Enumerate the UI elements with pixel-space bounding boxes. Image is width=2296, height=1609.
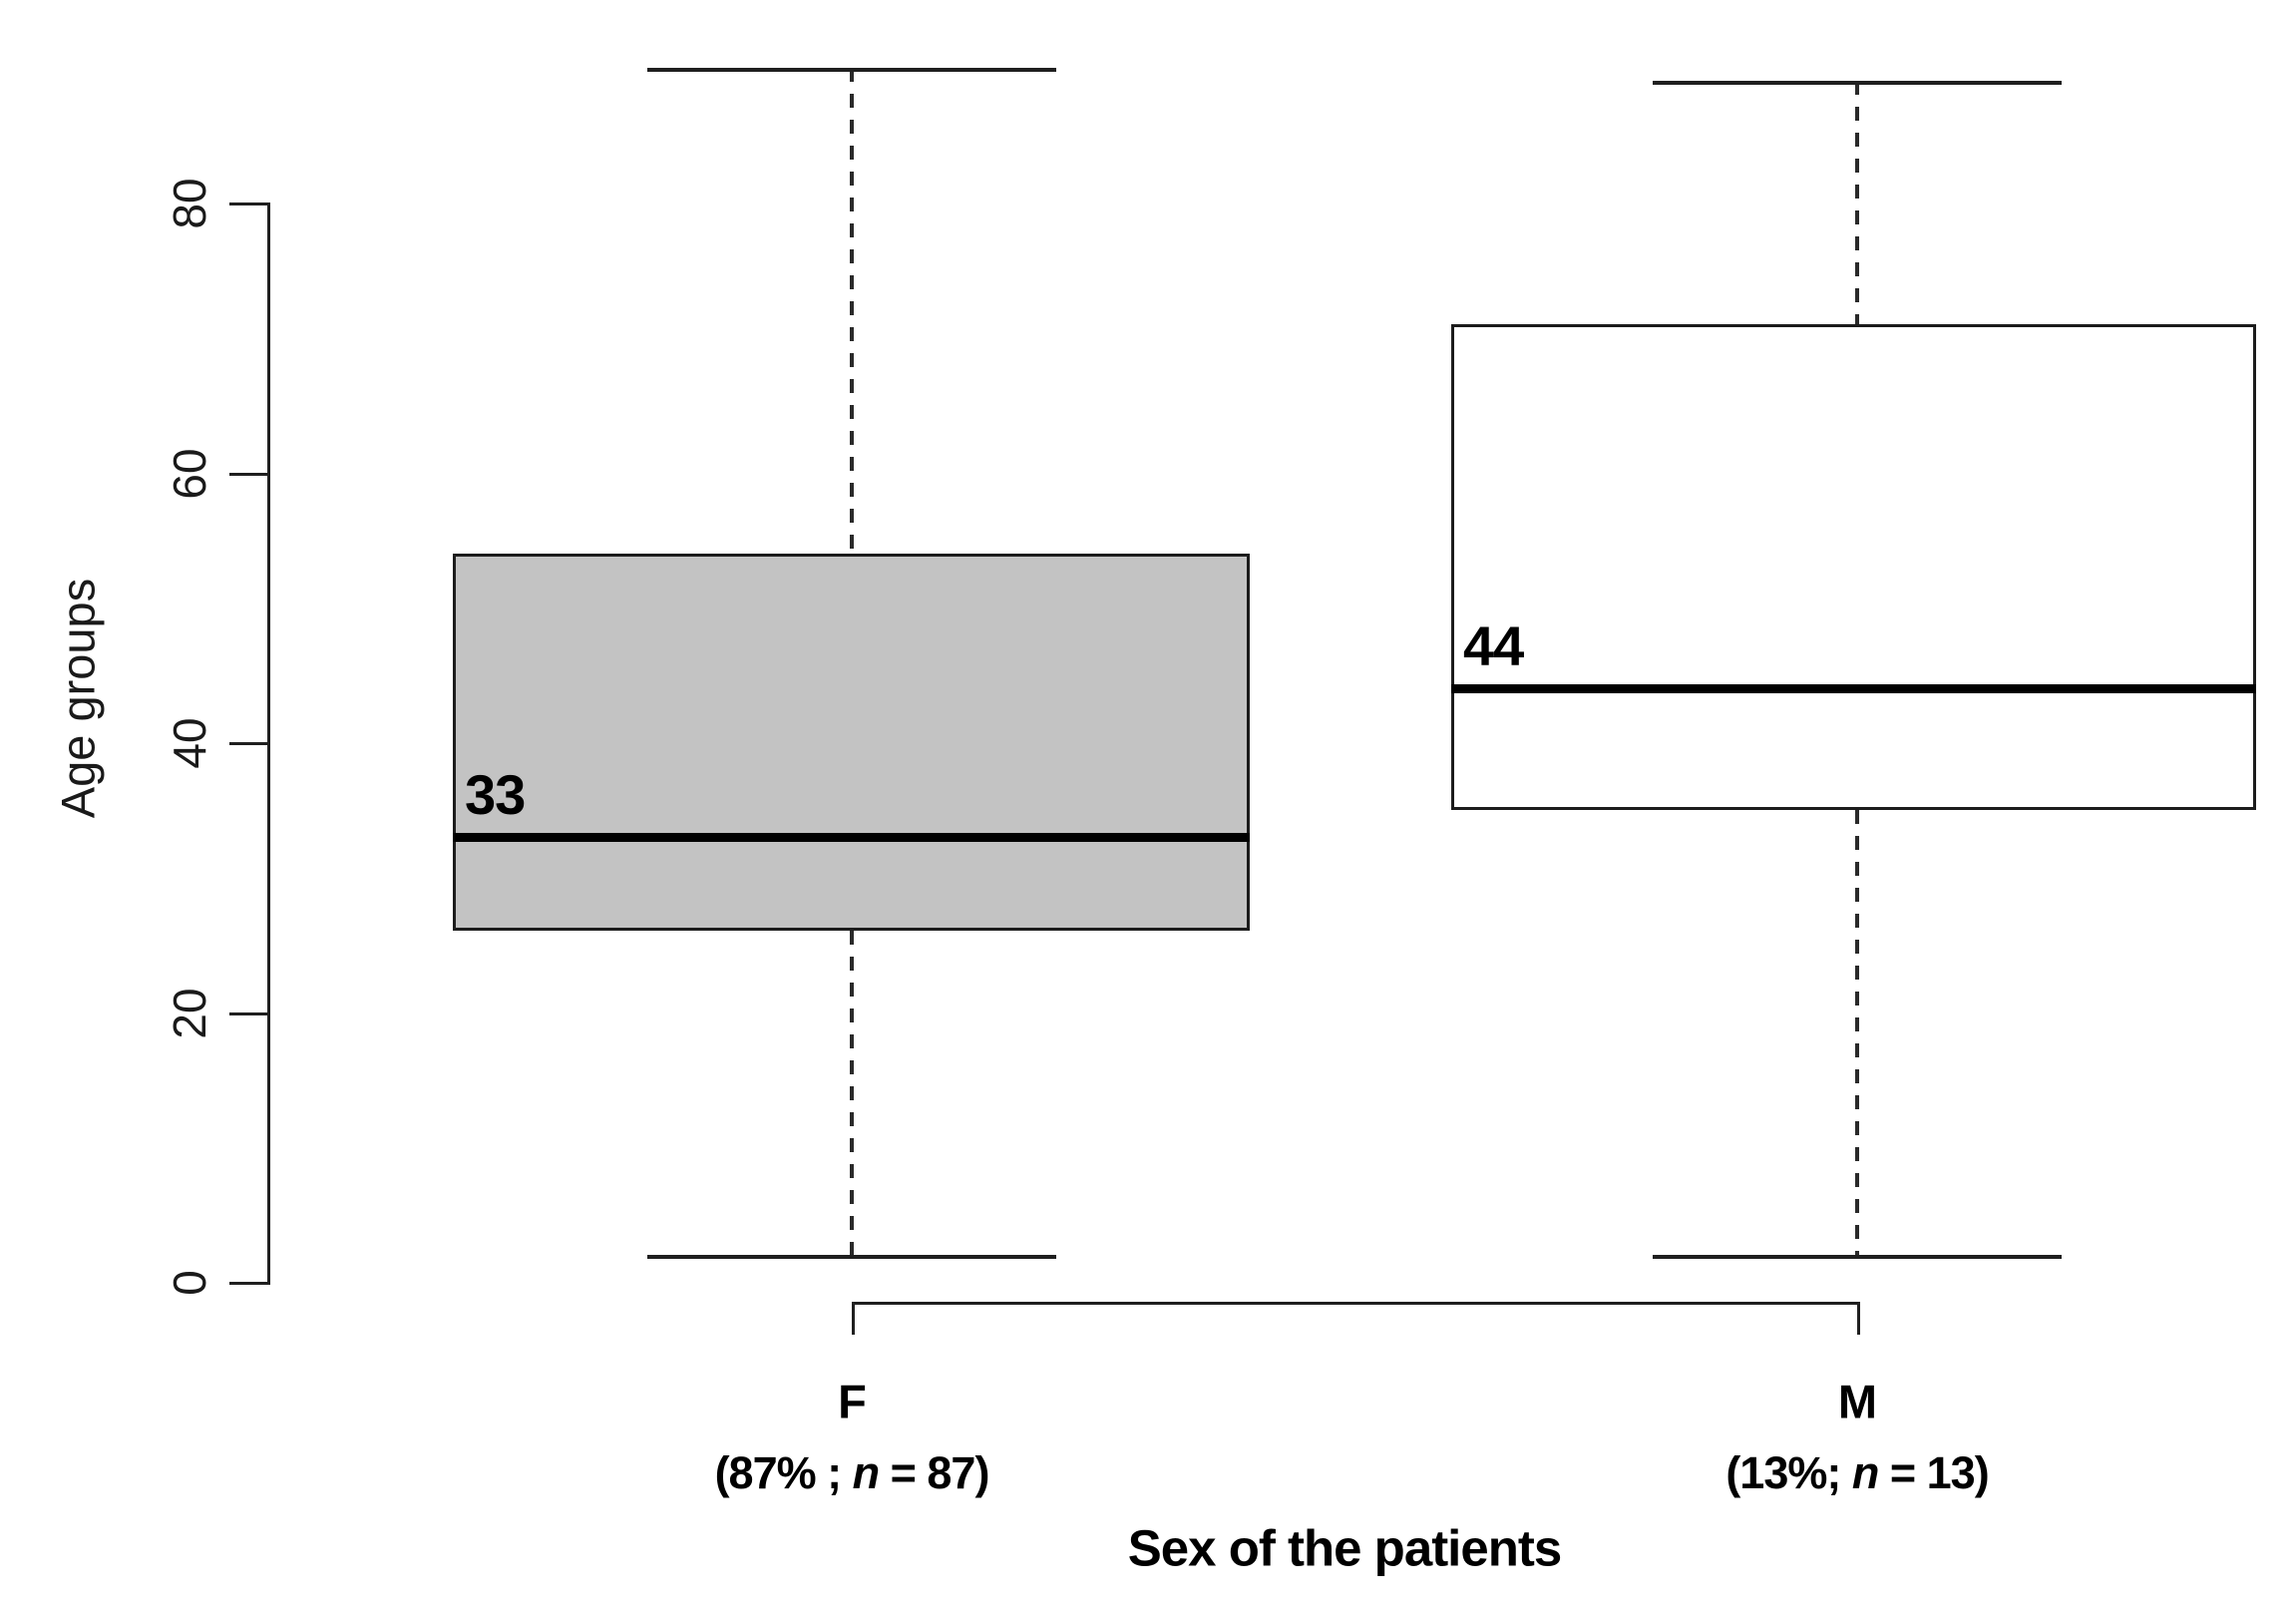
median-value-label: 44 bbox=[1463, 614, 1524, 677]
x-axis-tick-f bbox=[852, 1302, 855, 1335]
y-tick-mark bbox=[229, 1012, 267, 1015]
y-tick-label: 20 bbox=[164, 988, 215, 1039]
y-tick-label: 40 bbox=[164, 717, 215, 769]
median-line bbox=[1451, 684, 2256, 693]
y-tick-mark bbox=[229, 1282, 267, 1285]
y-tick-mark bbox=[229, 742, 267, 745]
y-tick-mark bbox=[229, 202, 267, 205]
y-axis-title: Age groups bbox=[51, 578, 105, 819]
x-axis-tick-m bbox=[1857, 1302, 1860, 1335]
x-axis-line bbox=[852, 1302, 1860, 1305]
group-label: F bbox=[838, 1375, 867, 1428]
y-axis-line bbox=[267, 202, 270, 1285]
lower-whisker-line bbox=[850, 931, 854, 1255]
group-sublabel: (13%; n = 13) bbox=[1725, 1447, 1989, 1498]
y-tick-label: 0 bbox=[164, 1270, 215, 1296]
group-label: M bbox=[1837, 1375, 1877, 1428]
group-sublabel: (87% ; n = 87) bbox=[714, 1447, 990, 1498]
median-line bbox=[453, 833, 1250, 842]
y-tick-label: 80 bbox=[164, 178, 215, 229]
y-tick-label: 60 bbox=[164, 448, 215, 500]
upper-whisker-line bbox=[850, 68, 854, 554]
median-value-label: 33 bbox=[465, 763, 526, 826]
iqr-box bbox=[453, 554, 1250, 931]
iqr-box bbox=[1451, 324, 2256, 810]
upper-whisker-cap bbox=[647, 68, 1056, 72]
upper-whisker-cap bbox=[1653, 81, 2062, 85]
lower-whisker-cap bbox=[1653, 1255, 2062, 1259]
x-axis-title: Sex of the patients bbox=[1127, 1519, 1562, 1577]
upper-whisker-line bbox=[1855, 81, 1859, 324]
lower-whisker-cap bbox=[647, 1255, 1056, 1259]
lower-whisker-line bbox=[1855, 810, 1859, 1255]
y-tick-mark bbox=[229, 473, 267, 476]
